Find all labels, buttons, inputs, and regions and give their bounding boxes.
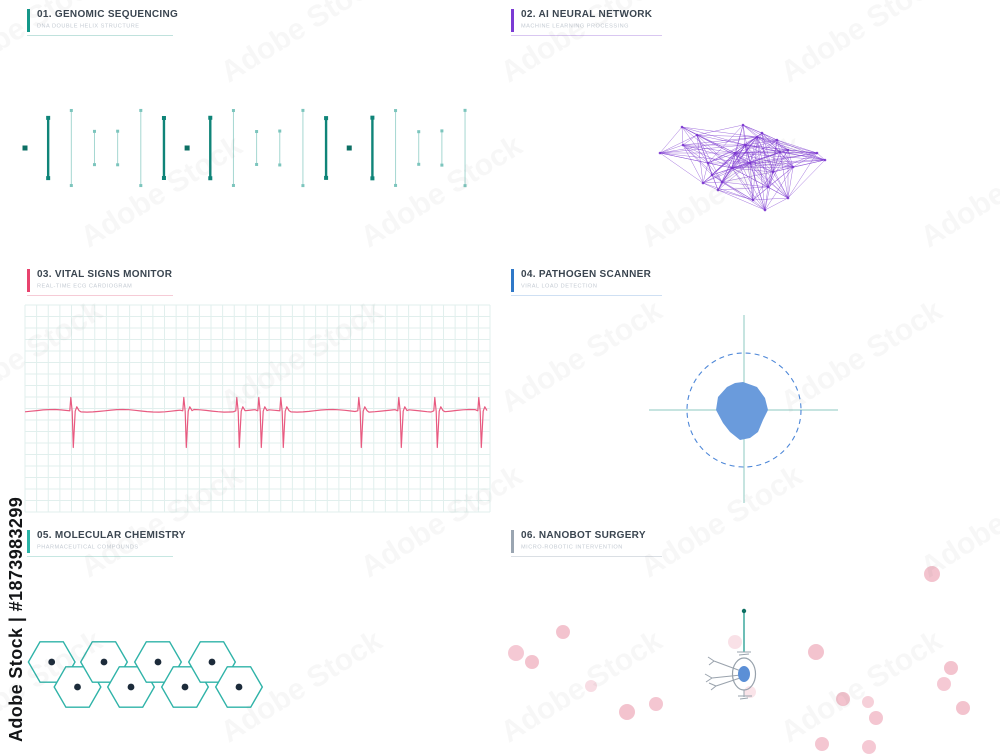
panel-subtitle: VIRAL LOAD DETECTION	[521, 282, 598, 289]
panel-header-molecular-chemistry: 05. MOLECULAR CHEMISTRY PHARMACEUTICAL C…	[27, 530, 186, 557]
accent-bar: 01. GENOMIC SEQUENCING DNA DOUBLE HELIX …	[27, 9, 179, 32]
panel-title: 01. GENOMIC SEQUENCING	[37, 9, 179, 20]
panel-title: 02. AI NEURAL NETWORK	[521, 9, 653, 20]
panel-subtitle: MACHINE LEARNING PROCESSING	[521, 22, 629, 29]
panel-subtitle: MICRO-ROBOTIC INTERVENTION	[521, 543, 623, 550]
panel-header-pathogen-scanner: 04. PATHOGEN SCANNER VIRAL LOAD DETECTIO…	[511, 269, 662, 296]
panel-subtitle: DNA DOUBLE HELIX STRUCTURE	[37, 22, 140, 29]
accent-bar: 02. AI NEURAL NETWORK MACHINE LEARNING P…	[511, 9, 662, 32]
header-underline	[511, 35, 662, 36]
panel-title: 06. NANOBOT SURGERY	[521, 530, 646, 541]
panel-title: 04. PATHOGEN SCANNER	[521, 269, 652, 280]
header-underline	[511, 556, 662, 557]
header-underline	[27, 295, 173, 296]
accent-bar: 06. NANOBOT SURGERY MICRO-ROBOTIC INTERV…	[511, 530, 662, 553]
header-underline	[27, 556, 173, 557]
accent-bar: 05. MOLECULAR CHEMISTRY PHARMACEUTICAL C…	[27, 530, 186, 553]
panel-header-ai-neural-network: 02. AI NEURAL NETWORK MACHINE LEARNING P…	[511, 9, 662, 36]
panel-title: 03. VITAL SIGNS MONITOR	[37, 269, 173, 280]
panel-header-nanobot-surgery: 06. NANOBOT SURGERY MICRO-ROBOTIC INTERV…	[511, 530, 662, 557]
panel-title: 05. MOLECULAR CHEMISTRY	[37, 530, 186, 541]
header-underline	[27, 35, 173, 36]
header-underline	[511, 295, 662, 296]
panel-header-genomic-sequencing: 01. GENOMIC SEQUENCING DNA DOUBLE HELIX …	[27, 9, 179, 36]
panel-header-vital-signs: 03. VITAL SIGNS MONITOR REAL-TIME ECG CA…	[27, 269, 173, 296]
stock-id-watermark: Adobe Stock | #1873983299	[6, 496, 26, 742]
panel-subtitle: REAL-TIME ECG CARDIOGRAM	[37, 282, 133, 289]
accent-bar: 04. PATHOGEN SCANNER VIRAL LOAD DETECTIO…	[511, 269, 662, 292]
accent-bar: 03. VITAL SIGNS MONITOR REAL-TIME ECG CA…	[27, 269, 173, 292]
panel-subtitle: PHARMACEUTICAL COMPOUNDS	[37, 543, 139, 550]
